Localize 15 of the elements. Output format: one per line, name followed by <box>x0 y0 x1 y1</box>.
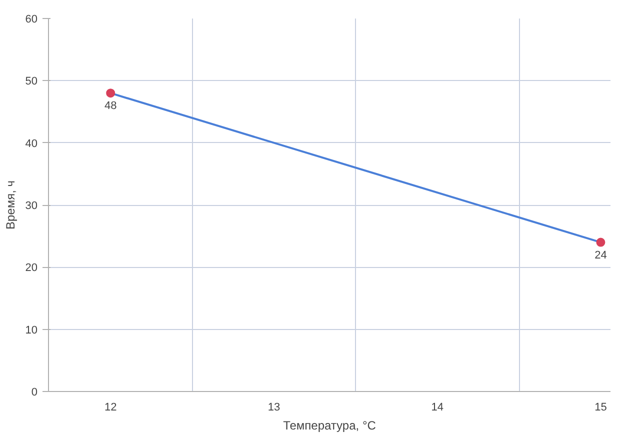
y-tick-label: 40 <box>25 138 38 150</box>
x-axis-title: Температура, °C <box>283 418 376 432</box>
y-tick-label: 30 <box>25 200 38 212</box>
x-tick-label: 12 <box>104 402 117 414</box>
x-tick-label: 14 <box>431 402 444 414</box>
y-tick-label: 0 <box>31 386 38 398</box>
data-label: 48 <box>104 100 117 112</box>
y-tick-label: 50 <box>25 76 38 88</box>
x-tick-label: 15 <box>594 402 607 414</box>
data-label: 24 <box>594 249 607 262</box>
y-tick-label: 60 <box>25 14 38 26</box>
y-tick-label: 10 <box>25 324 38 336</box>
y-axis-title: Время, ч <box>3 180 18 230</box>
y-tick-label: 20 <box>25 262 38 274</box>
x-tick-label: 13 <box>268 402 280 414</box>
